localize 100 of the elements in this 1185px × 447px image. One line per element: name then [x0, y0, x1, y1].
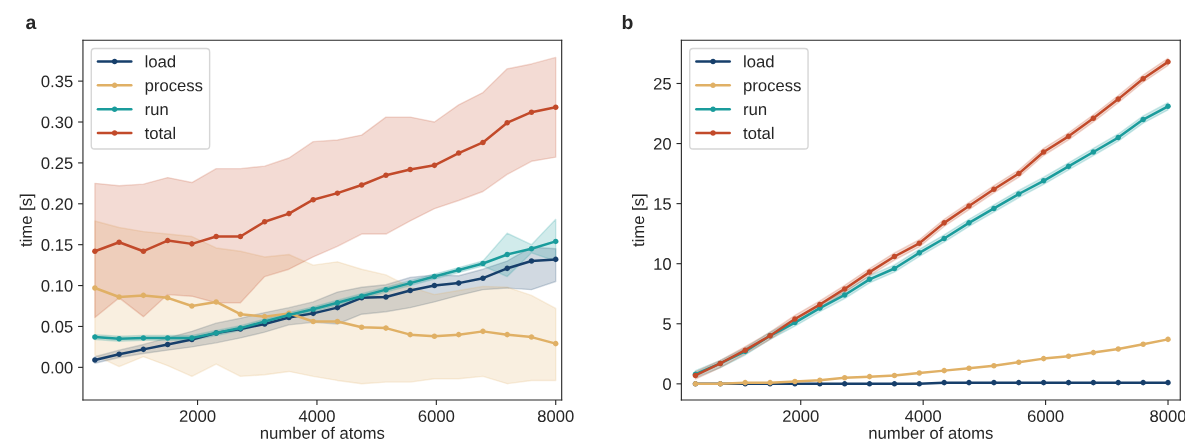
point: [1090, 149, 1097, 155]
point: [431, 273, 438, 280]
point: [1040, 379, 1047, 386]
point: [407, 287, 413, 294]
point: [455, 280, 462, 286]
point: [164, 335, 171, 341]
point: [528, 245, 535, 252]
point: [480, 275, 486, 281]
point: [407, 280, 413, 286]
point: [1115, 96, 1122, 102]
point: [941, 379, 947, 386]
point: [504, 265, 510, 272]
point: [891, 381, 898, 387]
y-tick-label: 0.30: [41, 116, 73, 129]
y-tick-label: 0: [663, 378, 671, 391]
point: [383, 286, 389, 293]
point: [1016, 170, 1022, 177]
point: [552, 238, 559, 245]
point: [1165, 379, 1171, 386]
legend-label: load: [744, 55, 774, 68]
point: [407, 166, 413, 173]
point: [504, 251, 510, 258]
point: [916, 381, 923, 387]
point: [310, 306, 316, 313]
x-tick-label: 8000: [1150, 410, 1185, 423]
point: [455, 331, 462, 338]
point: [1065, 379, 1072, 386]
point: [1140, 116, 1146, 123]
point: [841, 292, 848, 298]
point: [237, 311, 244, 317]
y-tick-label: 0.05: [41, 320, 73, 333]
point: [1040, 178, 1047, 184]
point: [334, 304, 341, 311]
point: [528, 258, 535, 264]
point: [552, 104, 559, 111]
x-tick-label: 2000: [783, 410, 819, 423]
point: [213, 233, 219, 240]
legend-label: run: [744, 106, 767, 116]
point: [1165, 336, 1171, 343]
point: [455, 150, 462, 156]
legend-label: load: [145, 55, 176, 68]
point: [966, 203, 972, 209]
point: [237, 233, 244, 240]
y-axis-title: time [s]: [19, 194, 36, 247]
y-tick-label: 0.15: [41, 239, 73, 251]
x-tick-label: 2000: [179, 410, 216, 423]
point: [480, 328, 486, 335]
point: [966, 220, 972, 226]
x-tick-label: 8000: [537, 410, 574, 423]
point: [1040, 355, 1047, 362]
point: [792, 316, 798, 322]
y-tick-label: 0.25: [41, 157, 73, 170]
point: [817, 301, 823, 308]
y-tick-label: 0.35: [41, 75, 73, 88]
y-tick-label: 0.00: [41, 361, 73, 374]
point: [504, 120, 510, 126]
point: [504, 331, 510, 338]
point: [941, 367, 947, 374]
point: [1115, 379, 1122, 386]
point: [92, 285, 98, 291]
x-tick-label: 4000: [905, 410, 942, 423]
point: [1165, 59, 1171, 65]
point: [1090, 115, 1097, 122]
point: [866, 373, 873, 380]
point: [116, 294, 122, 300]
point: [1065, 133, 1072, 140]
point: [891, 372, 898, 379]
point: [552, 340, 559, 347]
y-tick-label: 15: [654, 198, 671, 210]
point: [866, 269, 873, 275]
point: [528, 109, 535, 115]
point: [1065, 163, 1072, 170]
point: [1140, 75, 1146, 82]
point: [991, 205, 997, 212]
y-tick-label: 25: [653, 77, 671, 90]
point: [841, 381, 848, 387]
point: [480, 260, 486, 267]
point: [1016, 359, 1022, 365]
point: [164, 341, 171, 348]
y-tick-label: 20: [653, 137, 671, 150]
y-tick-label: 0.20: [41, 198, 73, 210]
point: [941, 235, 947, 242]
y-tick-label: 0.10: [41, 279, 73, 292]
point: [991, 363, 997, 369]
y-tick-label: 5: [663, 318, 671, 330]
point: [140, 346, 147, 353]
point: [164, 237, 171, 244]
point: [941, 220, 947, 226]
point: [334, 299, 341, 306]
x-axis-title: number of atoms: [869, 426, 993, 439]
point: [841, 286, 848, 292]
point: [1140, 379, 1146, 386]
point: [866, 276, 873, 283]
point: [140, 248, 147, 254]
point: [431, 282, 438, 289]
point: [334, 318, 341, 325]
point: [383, 325, 389, 331]
point: [189, 241, 195, 247]
point: [1115, 346, 1122, 352]
point: [455, 267, 462, 273]
